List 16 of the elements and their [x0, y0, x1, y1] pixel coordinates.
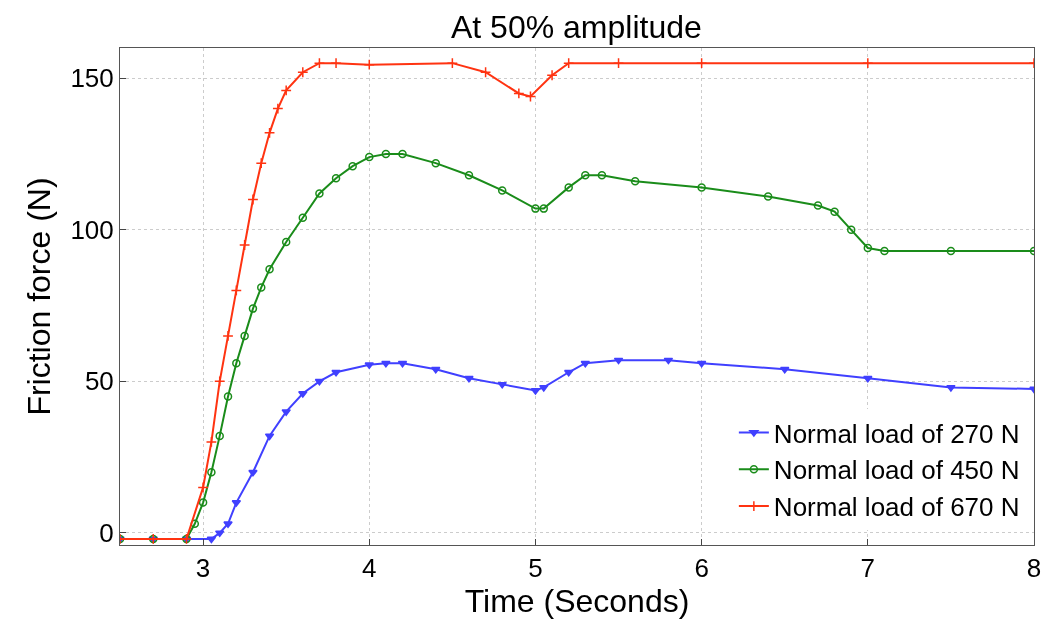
x-tick-label: 6 — [694, 553, 709, 584]
y-tick-label: 100 — [70, 214, 114, 245]
legend-label: Normal load of 670 N — [773, 492, 1020, 523]
y-tick-label: 150 — [70, 63, 114, 94]
x-tick-label: 7 — [860, 553, 876, 584]
x-axis-title: Time (Seconds) — [464, 583, 690, 620]
chart-title: At 50% amplitude — [450, 9, 702, 46]
x-tick-label: 8 — [1026, 553, 1042, 584]
legend-label: Normal load of 270 N — [773, 418, 1020, 449]
x-tick-label: 4 — [362, 553, 377, 584]
x-tick-label: 5 — [528, 553, 543, 584]
x-tick-label: 3 — [195, 553, 211, 584]
legend-label: Normal load of 450 N — [773, 455, 1020, 486]
y-axis-title: Friction force (N) — [20, 177, 57, 416]
y-tick-label: 0 — [99, 517, 114, 548]
y-tick-label: 50 — [84, 366, 114, 397]
